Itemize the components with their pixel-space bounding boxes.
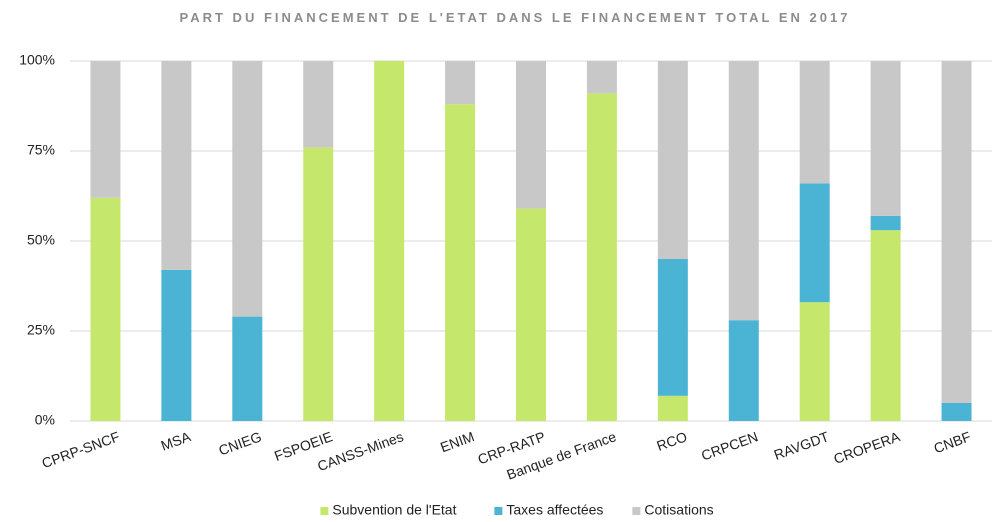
bar-segment <box>90 197 121 421</box>
y-tick-label: 75% <box>27 142 55 158</box>
bar-segment <box>870 61 901 216</box>
bar-segment <box>870 215 901 231</box>
legend-label: Taxes affectées <box>506 502 603 518</box>
legend-label: Cotisations <box>644 502 713 518</box>
y-tick-label: 0% <box>35 412 55 428</box>
chart-title: PART DU FINANCEMENT DE L'ETAT DANS LE FI… <box>179 10 851 25</box>
y-tick-label: 50% <box>27 232 55 248</box>
bar-segment <box>303 61 334 148</box>
legend-swatch <box>494 507 503 515</box>
bar-segment <box>586 61 617 94</box>
bar-segment <box>90 61 121 198</box>
x-tick-label: CRPCEN <box>699 428 760 463</box>
bar-segment <box>445 104 476 421</box>
x-tick-label: MSA <box>159 428 194 454</box>
legend-swatch <box>632 507 641 515</box>
bar-segment <box>657 61 688 259</box>
x-tick-label: RCO <box>654 428 689 454</box>
legend-swatch <box>320 507 329 515</box>
bar-segment <box>941 61 972 403</box>
x-tick-label: CPRP-SNCF <box>40 428 122 471</box>
bar-segment <box>657 395 688 421</box>
bar-segment <box>374 61 405 421</box>
bar-segment <box>941 403 972 421</box>
legend-label: Subvention de l'Etat <box>332 502 456 518</box>
bar-segment <box>232 316 263 421</box>
y-tick-label: 100% <box>19 52 55 68</box>
bar-segment <box>870 230 901 421</box>
bar-segment <box>161 61 192 270</box>
x-tick-label: CNIEG <box>216 428 263 458</box>
bar-segment <box>799 61 830 184</box>
bar-segment <box>657 259 688 396</box>
x-tick-label: RAVGDT <box>772 428 832 463</box>
bar-segment <box>799 183 830 303</box>
bar-segment <box>728 61 759 321</box>
bar-segment <box>303 147 334 421</box>
bar-segment <box>516 208 546 421</box>
bar-segment <box>445 61 476 105</box>
bar-segment <box>516 61 546 209</box>
y-tick-label: 25% <box>27 322 55 338</box>
x-tick-label: ENIM <box>438 428 476 455</box>
bar-segment <box>232 61 263 317</box>
bar-segment <box>728 320 759 421</box>
x-tick-label: CROPERA <box>831 428 902 467</box>
bar-segment <box>161 269 192 421</box>
x-tick-label: CNBF <box>932 428 973 456</box>
bar-segment <box>586 93 617 422</box>
bar-segment <box>799 302 830 421</box>
